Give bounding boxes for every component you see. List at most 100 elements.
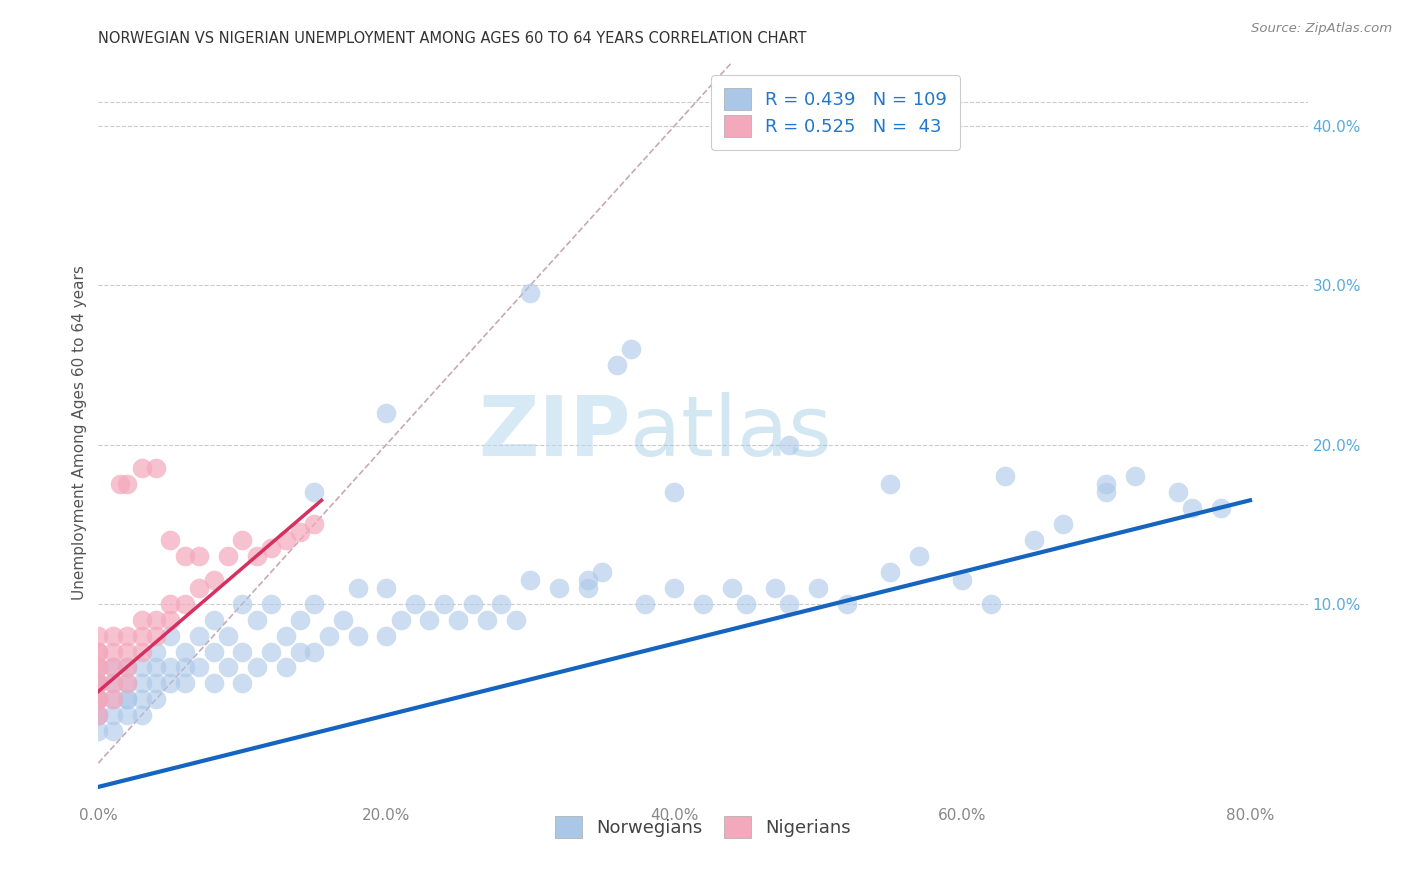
Point [735, 597, 758, 611]
Point [131, 692, 153, 706]
Point [246, 613, 269, 627]
Point [634, 597, 657, 611]
Point [115, 660, 138, 674]
Point [87, 660, 110, 674]
Point [260, 597, 283, 611]
Point [173, 549, 195, 563]
Point [159, 613, 181, 627]
Point [1167, 485, 1189, 500]
Point [87, 644, 110, 658]
Point [173, 644, 195, 658]
Point [108, 477, 131, 491]
Point [246, 549, 269, 563]
Point [778, 597, 800, 611]
Point [145, 461, 167, 475]
Point [101, 724, 124, 739]
Point [87, 692, 110, 706]
Point [173, 597, 195, 611]
Point [231, 644, 253, 658]
Legend: Norwegians, Nigerians: Norwegians, Nigerians [547, 809, 859, 846]
Point [101, 644, 124, 658]
Point [461, 597, 484, 611]
Text: atlas: atlas [630, 392, 832, 473]
Point [274, 629, 297, 643]
Point [288, 525, 311, 540]
Point [145, 613, 167, 627]
Point [87, 708, 110, 723]
Point [115, 629, 138, 643]
Point [260, 541, 283, 555]
Point [246, 660, 269, 674]
Point [217, 549, 239, 563]
Point [145, 692, 167, 706]
Point [87, 692, 110, 706]
Point [159, 660, 181, 674]
Point [375, 406, 398, 420]
Point [1095, 485, 1118, 500]
Point [475, 613, 498, 627]
Point [159, 629, 181, 643]
Point [664, 485, 686, 500]
Point [606, 358, 628, 372]
Point [145, 660, 167, 674]
Point [304, 485, 326, 500]
Point [87, 660, 110, 674]
Point [202, 676, 225, 690]
Point [720, 581, 742, 595]
Point [202, 644, 225, 658]
Point [131, 708, 153, 723]
Point [260, 644, 283, 658]
Point [620, 342, 643, 356]
Point [505, 613, 527, 627]
Point [318, 629, 340, 643]
Point [274, 660, 297, 674]
Point [375, 629, 398, 643]
Point [87, 660, 110, 674]
Point [115, 708, 138, 723]
Point [548, 581, 571, 595]
Point [447, 613, 470, 627]
Y-axis label: Unemployment Among Ages 60 to 64 years: Unemployment Among Ages 60 to 64 years [72, 265, 87, 600]
Point [188, 581, 211, 595]
Point [101, 660, 124, 674]
Point [131, 660, 153, 674]
Point [101, 708, 124, 723]
Point [101, 660, 124, 674]
Point [576, 581, 599, 595]
Point [115, 676, 138, 690]
Point [288, 613, 311, 627]
Point [131, 676, 153, 690]
Point [304, 517, 326, 532]
Point [908, 549, 931, 563]
Point [131, 461, 153, 475]
Text: ZIP: ZIP [478, 392, 630, 473]
Point [231, 533, 253, 547]
Point [202, 573, 225, 587]
Point [950, 573, 973, 587]
Point [576, 573, 599, 587]
Point [159, 676, 181, 690]
Point [404, 597, 426, 611]
Point [188, 549, 211, 563]
Point [879, 477, 901, 491]
Point [159, 533, 181, 547]
Point [115, 692, 138, 706]
Point [87, 644, 110, 658]
Point [231, 597, 253, 611]
Point [231, 676, 253, 690]
Point [288, 644, 311, 658]
Point [664, 581, 686, 595]
Point [145, 629, 167, 643]
Point [346, 629, 368, 643]
Point [1181, 501, 1204, 516]
Point [418, 613, 440, 627]
Point [692, 597, 714, 611]
Text: Source: ZipAtlas.com: Source: ZipAtlas.com [1251, 22, 1392, 36]
Point [115, 676, 138, 690]
Point [101, 676, 124, 690]
Point [346, 581, 368, 595]
Point [519, 286, 541, 301]
Point [145, 676, 167, 690]
Point [101, 676, 124, 690]
Point [304, 597, 326, 611]
